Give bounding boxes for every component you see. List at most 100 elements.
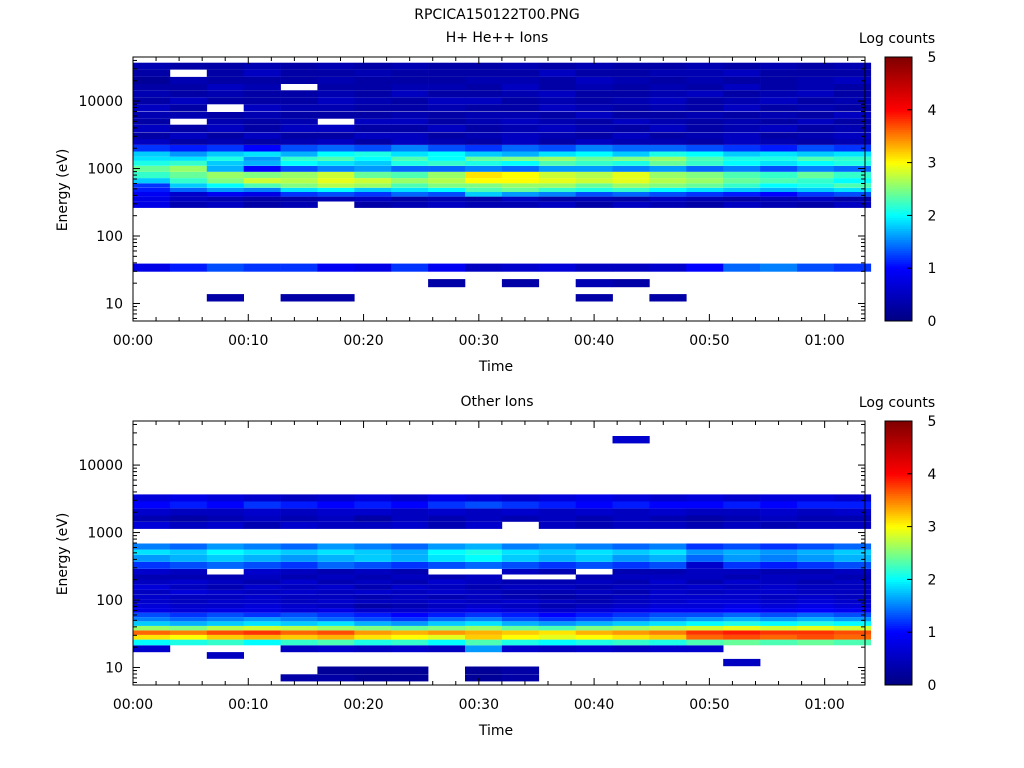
colorbar-segment bbox=[885, 263, 912, 267]
colorbar-segment bbox=[885, 645, 912, 648]
heatmap-cell bbox=[243, 151, 281, 157]
colorbar-segment bbox=[885, 469, 912, 472]
colorbar-segment bbox=[885, 81, 912, 84]
heatmap-cell bbox=[243, 104, 281, 112]
heatmap-cell bbox=[686, 171, 724, 179]
heatmap-cell bbox=[501, 639, 540, 646]
heatmap-cell bbox=[538, 589, 576, 595]
heatmap-cell bbox=[280, 574, 318, 580]
heatmap-cell bbox=[169, 617, 208, 622]
heatmap-cell bbox=[428, 625, 466, 631]
heatmap-cell bbox=[723, 543, 761, 550]
heatmap-cell bbox=[428, 515, 466, 522]
x-tick-label: 01:00 bbox=[804, 697, 844, 713]
heatmap-cell bbox=[243, 584, 281, 590]
colorbar-segment bbox=[885, 520, 912, 523]
heatmap-cell bbox=[723, 494, 761, 502]
heatmap-cell bbox=[465, 639, 503, 646]
heatmap-cell bbox=[206, 294, 244, 302]
colorbar-segment bbox=[885, 140, 912, 144]
colorbar-segment bbox=[885, 436, 912, 439]
heatmap-cell bbox=[133, 132, 171, 139]
colorbar-segment bbox=[885, 277, 912, 280]
heatmap-cell bbox=[538, 156, 576, 161]
colorbar-segment bbox=[885, 623, 912, 626]
heatmap-cell bbox=[133, 594, 171, 600]
heatmap-cell bbox=[723, 183, 761, 188]
heatmap-cell bbox=[391, 599, 429, 604]
heatmap-cell bbox=[760, 183, 798, 188]
heatmap-cell bbox=[317, 501, 355, 509]
heatmap-cell bbox=[243, 579, 281, 585]
heatmap-cell bbox=[206, 183, 244, 188]
heatmap-cell bbox=[575, 645, 613, 653]
heatmap-cell bbox=[833, 574, 872, 580]
heatmap-cell bbox=[649, 603, 687, 609]
heatmap-cell bbox=[280, 69, 318, 77]
heatmap-cell bbox=[760, 521, 798, 529]
heatmap-cell bbox=[760, 599, 798, 604]
heatmap-cell bbox=[501, 617, 540, 622]
heatmap-cell bbox=[354, 160, 392, 166]
heatmap-cell bbox=[612, 589, 650, 595]
heatmap-cell bbox=[391, 151, 429, 157]
heatmap-cell bbox=[280, 263, 318, 272]
heatmap-cell bbox=[354, 90, 392, 98]
heatmap-cell bbox=[538, 84, 576, 91]
heatmap-cell bbox=[354, 494, 392, 502]
heatmap-cell bbox=[686, 639, 724, 646]
colorbar-segment bbox=[885, 570, 912, 574]
colorbar-segment bbox=[885, 145, 912, 148]
heatmap-cell bbox=[169, 549, 208, 555]
heatmap-cell bbox=[354, 165, 392, 172]
heatmap-cell bbox=[501, 554, 540, 562]
colorbar-segment bbox=[885, 250, 912, 254]
heatmap-cell bbox=[501, 196, 540, 202]
heatmap-cell bbox=[169, 124, 208, 132]
heatmap-cell bbox=[612, 171, 650, 179]
heatmap-cell bbox=[833, 112, 872, 119]
heatmap-cell bbox=[797, 608, 835, 613]
heatmap-cell bbox=[169, 630, 208, 635]
heatmap-cell bbox=[133, 196, 171, 202]
heatmap-cell bbox=[317, 187, 355, 192]
heatmap-cell bbox=[649, 145, 687, 152]
heatmap-cell bbox=[391, 69, 429, 77]
heatmap-cell bbox=[612, 617, 650, 622]
heatmap-cell bbox=[428, 543, 466, 550]
colorbar-frame bbox=[884, 420, 913, 686]
heatmap-cell bbox=[723, 165, 761, 172]
heatmap-cell bbox=[833, 569, 872, 575]
heatmap-cell bbox=[354, 617, 392, 622]
heatmap-cell bbox=[169, 151, 208, 157]
heatmap-cell bbox=[428, 112, 466, 119]
x-tick-label: 00:20 bbox=[343, 697, 383, 713]
heatmap-cell bbox=[760, 165, 798, 172]
heatmap-cell bbox=[575, 608, 613, 613]
heatmap-cell bbox=[206, 132, 244, 139]
heatmap-cell bbox=[760, 603, 798, 609]
heatmap-cell bbox=[612, 579, 650, 585]
heatmap-cell bbox=[206, 561, 244, 569]
heatmap-cell bbox=[354, 508, 392, 516]
heatmap-cell bbox=[428, 62, 466, 70]
heatmap-cell bbox=[649, 263, 687, 272]
heatmap-cell bbox=[501, 69, 540, 77]
heatmap-cell bbox=[206, 652, 244, 659]
heatmap-cell bbox=[354, 196, 392, 202]
colorbar-segment bbox=[885, 434, 912, 437]
heatmap-cell bbox=[243, 183, 281, 188]
colorbar-segment bbox=[885, 473, 912, 477]
heatmap-cell bbox=[501, 645, 540, 653]
colorbar-segment bbox=[885, 619, 912, 622]
colorbar-segment bbox=[885, 59, 912, 62]
colorbar-segment bbox=[885, 255, 912, 258]
heatmap-cell bbox=[833, 515, 872, 522]
heatmap-cell bbox=[243, 118, 281, 125]
heatmap-cell bbox=[760, 554, 798, 562]
heatmap-cell bbox=[501, 599, 540, 604]
heatmap-cell bbox=[797, 178, 835, 184]
heatmap-cell bbox=[612, 639, 650, 646]
heatmap-cell bbox=[760, 589, 798, 595]
heatmap-cell bbox=[354, 543, 392, 550]
